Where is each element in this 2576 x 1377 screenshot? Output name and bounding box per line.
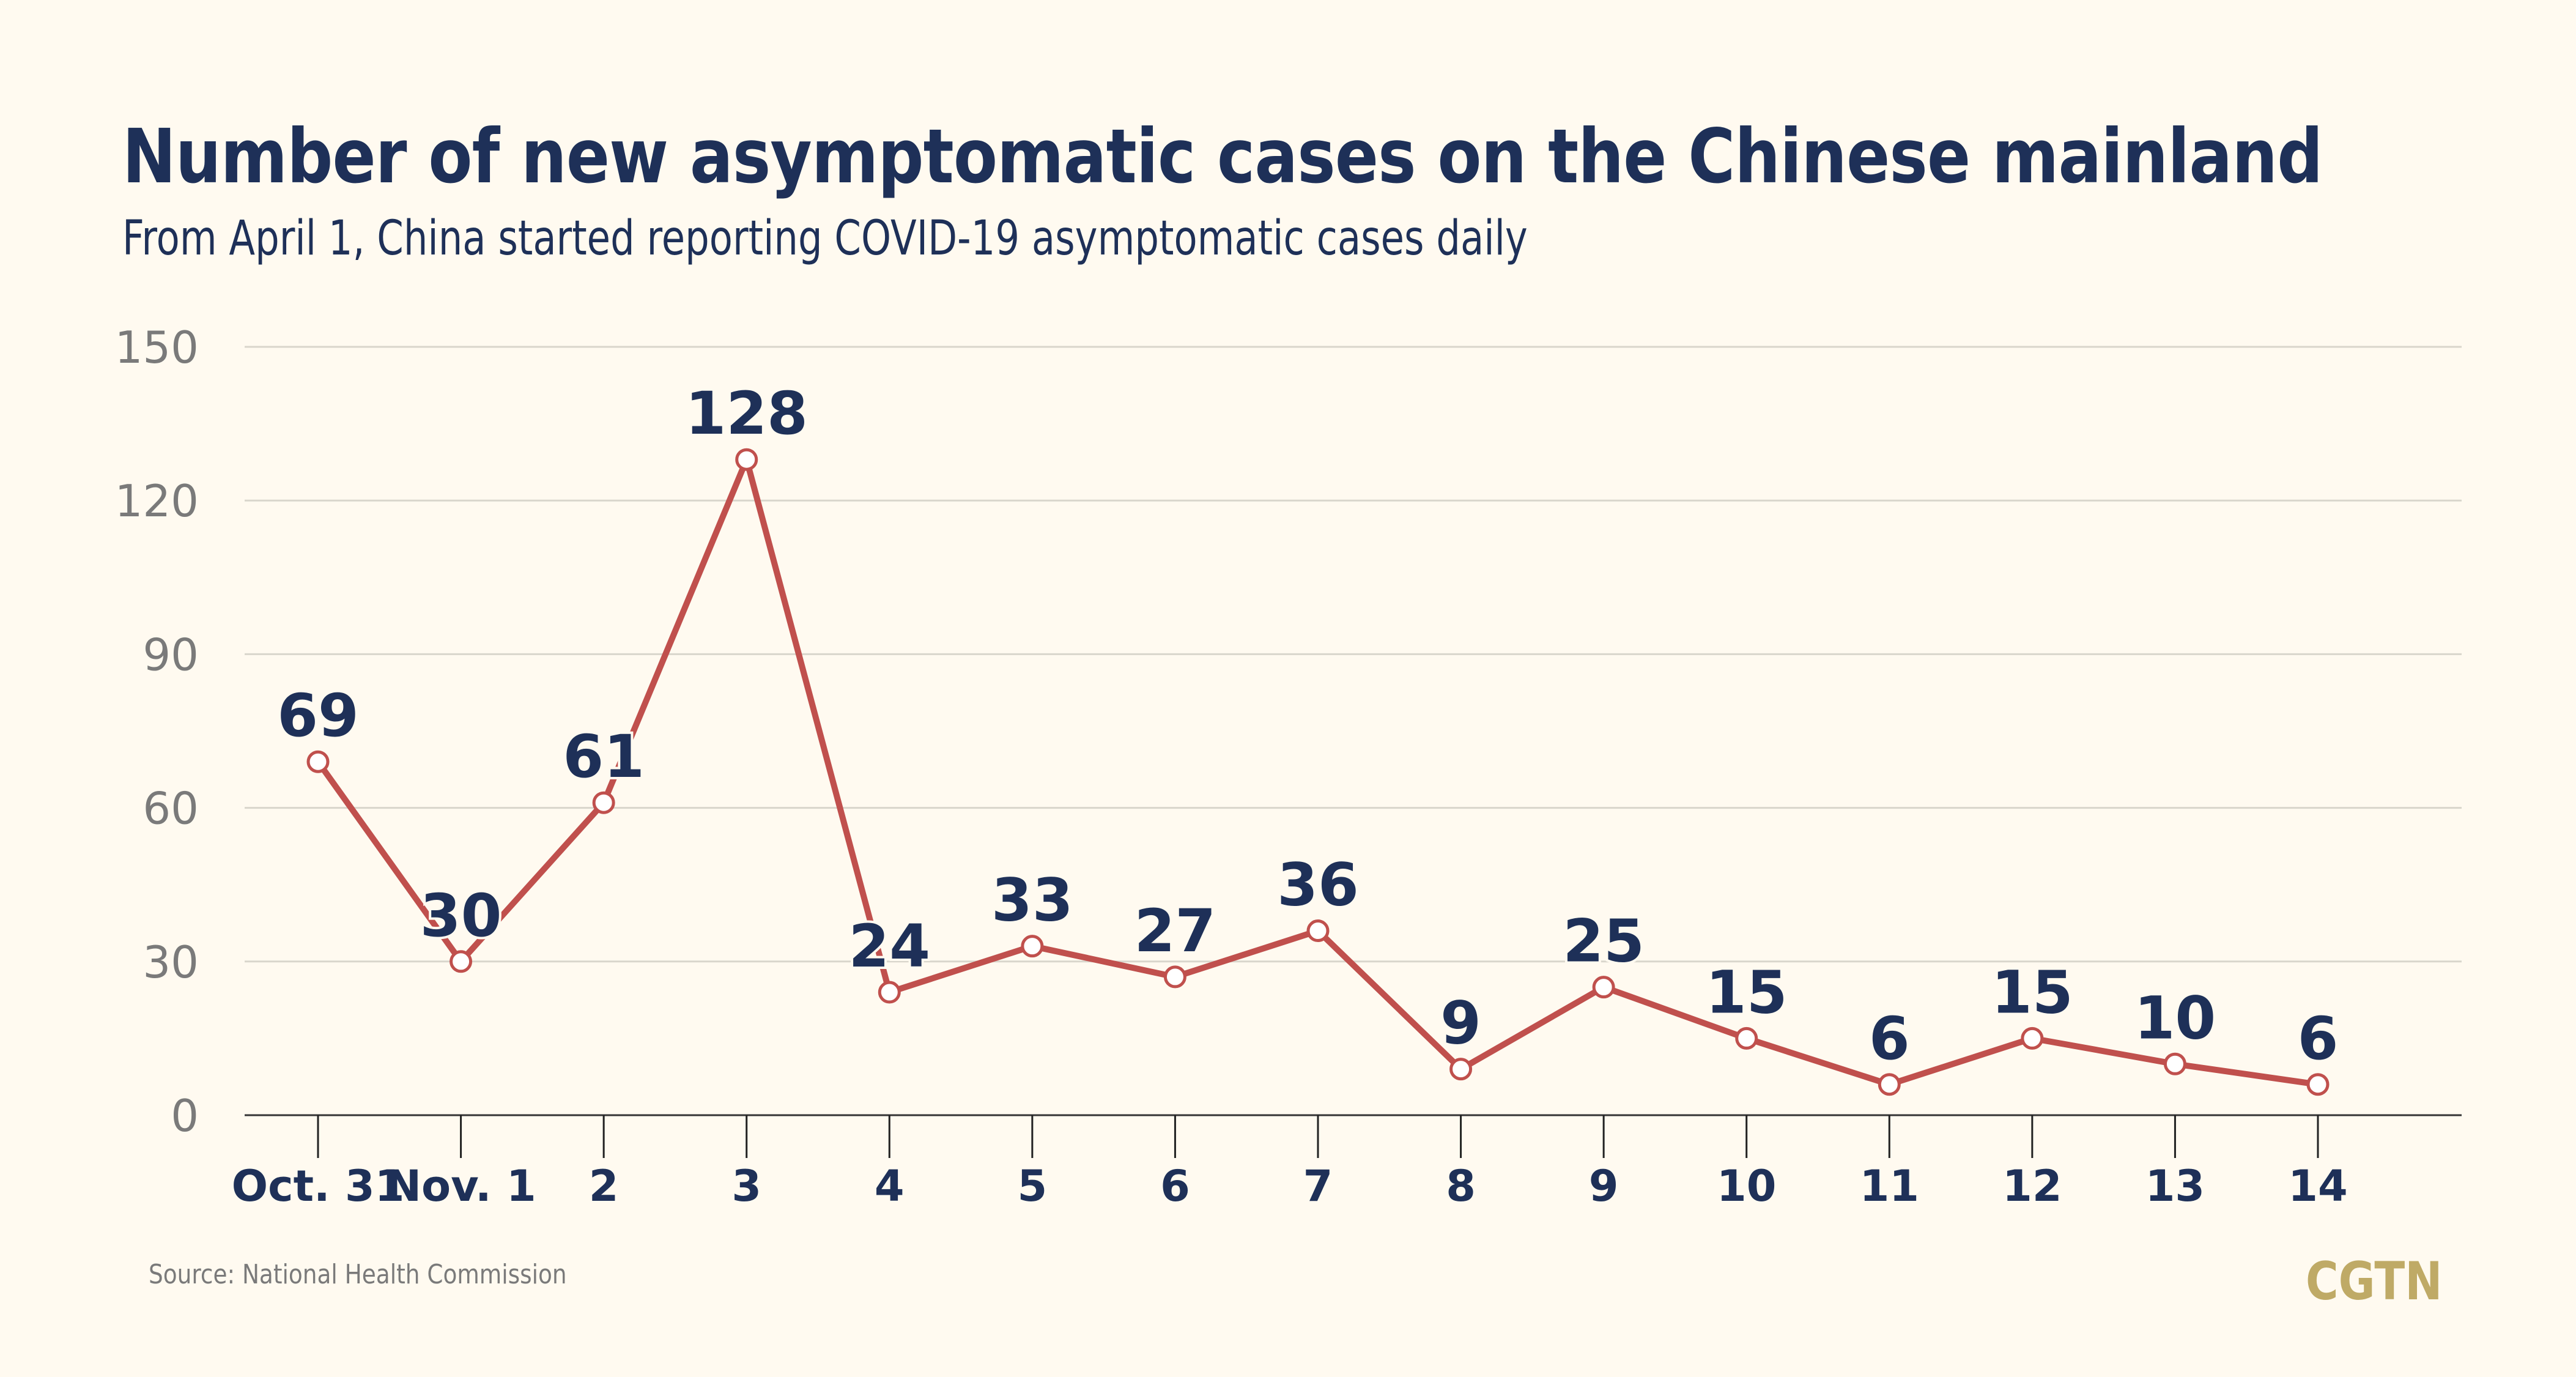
data-point bbox=[1449, 1058, 1473, 1081]
data-label: 10 bbox=[2134, 984, 2216, 1052]
y-tick-label: 30 bbox=[142, 937, 199, 988]
data-label: 36 bbox=[1277, 851, 1359, 919]
data-point bbox=[592, 791, 615, 814]
source-note: Source: National Health Commission bbox=[149, 1259, 567, 1290]
data-point bbox=[878, 981, 901, 1004]
data-label: 69 bbox=[277, 681, 359, 750]
y-tick-label: 0 bbox=[171, 1090, 199, 1141]
x-tick-label: 7 bbox=[1303, 1161, 1333, 1211]
data-point bbox=[450, 950, 473, 973]
data-label: 24 bbox=[848, 912, 930, 981]
data-point bbox=[1878, 1073, 1901, 1096]
y-tick-label: 90 bbox=[142, 629, 199, 680]
y-tick-label: 60 bbox=[142, 783, 199, 834]
x-tick-label: 12 bbox=[2002, 1161, 2062, 1211]
data-point bbox=[1306, 919, 1330, 943]
x-tick-label: 4 bbox=[875, 1161, 905, 1211]
data-label: 9 bbox=[1440, 989, 1481, 1058]
x-tick-label: 11 bbox=[1860, 1161, 1919, 1211]
x-tick-label: 8 bbox=[1446, 1161, 1476, 1211]
x-tick-label: Oct. 31 bbox=[232, 1161, 405, 1211]
data-point bbox=[735, 448, 758, 471]
x-tick-label: 5 bbox=[1017, 1161, 1047, 1211]
data-label: 25 bbox=[1563, 907, 1645, 976]
data-label: 30 bbox=[420, 882, 502, 950]
data-label: 61 bbox=[563, 722, 645, 791]
chart-title: Number of new asymptomatic cases on the … bbox=[122, 113, 2323, 200]
chart-subtitle: From April 1, China started reporting CO… bbox=[122, 211, 1528, 266]
y-tick-label: 150 bbox=[115, 322, 199, 373]
data-label: 15 bbox=[1991, 958, 2073, 1026]
cgtn-logo: CGTN bbox=[2306, 1251, 2443, 1312]
data-point bbox=[1735, 1026, 1758, 1050]
data-label: 27 bbox=[1134, 897, 1216, 965]
x-tick-label: Nov. 1 bbox=[385, 1161, 536, 1211]
data-point bbox=[306, 750, 330, 773]
y-tick-label: 120 bbox=[115, 475, 199, 527]
data-point bbox=[2021, 1026, 2044, 1050]
data-label: 128 bbox=[686, 379, 808, 448]
x-tick-label: 10 bbox=[1717, 1161, 1776, 1211]
x-tick-label: 2 bbox=[589, 1161, 619, 1211]
data-point bbox=[1163, 965, 1186, 989]
x-tick-label: 6 bbox=[1160, 1161, 1190, 1211]
data-point bbox=[1021, 935, 1044, 958]
x-tick-label: 14 bbox=[2288, 1161, 2347, 1211]
x-tick-label: 9 bbox=[1589, 1161, 1619, 1211]
data-point bbox=[1592, 976, 1615, 999]
data-label: 33 bbox=[991, 866, 1073, 935]
data-point bbox=[2306, 1073, 2330, 1096]
x-tick-label: 3 bbox=[731, 1161, 761, 1211]
data-label: 6 bbox=[1869, 1004, 1910, 1073]
data-label: 15 bbox=[1706, 958, 1788, 1026]
data-point bbox=[2163, 1052, 2186, 1075]
data-label: 6 bbox=[2298, 1004, 2339, 1073]
x-tick-label: 13 bbox=[2145, 1161, 2205, 1211]
